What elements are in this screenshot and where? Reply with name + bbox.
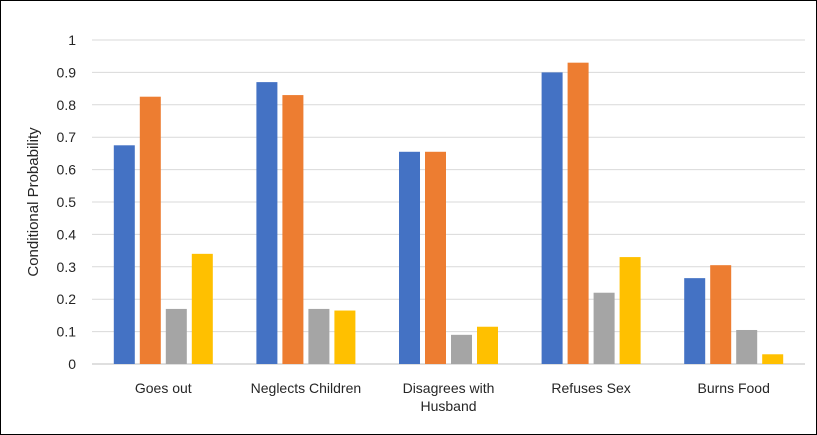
bars [113, 62, 784, 365]
bar [425, 151, 446, 364]
bar [139, 96, 161, 364]
y-tick-label: 0.3 [57, 259, 77, 275]
y-tick-label: 0 [68, 356, 76, 372]
y-tick-label: 1 [68, 32, 76, 48]
x-axis-categories: Goes out Neglects Children Disagrees with H… [135, 380, 770, 414]
bar [256, 82, 278, 365]
y-axis-title: Conditional Probability [25, 127, 42, 277]
bar [619, 257, 641, 364]
bar [399, 151, 420, 364]
bar [113, 145, 135, 364]
bar [541, 72, 563, 365]
bar [567, 62, 589, 365]
y-axis-ticks: 0 0.1 0.2 0.3 0.4 0.5 0.6 0.7 0.8 0.9 1 [57, 32, 77, 372]
bar [477, 326, 498, 364]
bar [593, 292, 615, 364]
bar [710, 265, 732, 364]
bar [684, 278, 706, 364]
y-tick-label: 0.5 [57, 194, 77, 210]
bar [451, 334, 472, 364]
y-tick-label: 0.2 [57, 291, 77, 307]
y-tick-label: 0.4 [57, 226, 77, 242]
y-tick-label: 0.1 [57, 324, 77, 340]
x-category-label: Neglects Children [251, 380, 362, 396]
x-category-label: Burns Food [698, 380, 770, 396]
x-category-label: Goes out [135, 380, 192, 396]
y-tick-label: 0.6 [57, 162, 77, 178]
y-tick-label: 0.9 [57, 64, 77, 80]
y-tick-label: 0.8 [57, 97, 77, 113]
bar [308, 308, 330, 364]
bar [762, 354, 784, 364]
bar [165, 308, 187, 364]
bar [736, 329, 758, 364]
bar [191, 253, 213, 364]
x-category-label: Refuses Sex [551, 380, 630, 396]
bar [334, 310, 356, 364]
x-category-label: Disagrees with Husband [403, 380, 495, 414]
y-tick-label: 0.7 [57, 129, 77, 145]
bar [282, 95, 304, 364]
